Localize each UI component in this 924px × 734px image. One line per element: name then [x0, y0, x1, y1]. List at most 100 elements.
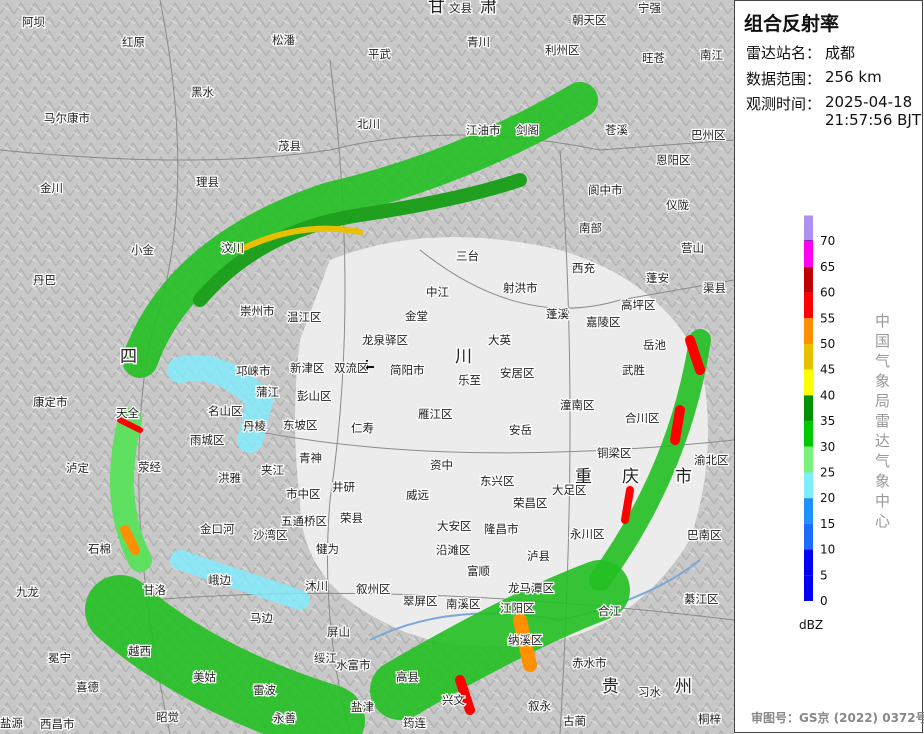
field: 数据范围： 256 km: [746, 68, 882, 89]
place-label: 旺苍: [642, 51, 665, 65]
place-label: 丹棱: [243, 419, 266, 433]
place-label: 水富市: [336, 658, 371, 672]
legend-swatch: [804, 241, 813, 267]
place-label: 兴文: [442, 693, 465, 707]
place-label: 简阳市: [390, 363, 425, 377]
place-label: 桐梓: [698, 712, 721, 726]
place-label: 永川区: [570, 527, 605, 541]
region-label: 甘: [428, 0, 445, 17]
legend-swatch: [804, 240, 813, 242]
legend-swatch: [804, 549, 813, 576]
place-label: 沙湾区: [253, 528, 288, 542]
place-label: 新津区: [290, 361, 325, 375]
place-label: 汶川: [221, 241, 244, 255]
field-value-box: 成都: [825, 42, 855, 63]
place-label: 南溪区: [446, 597, 481, 611]
place-label: 古蔺: [563, 714, 586, 728]
place-label: 邛崃市: [236, 364, 271, 378]
place-label: 峨边: [208, 573, 231, 587]
place-label: 富顺: [467, 564, 490, 578]
place-label: 纳溪区: [508, 633, 543, 647]
place-label: 翠屏区: [403, 594, 438, 608]
legend-label: 30: [820, 440, 835, 454]
place-label: 资中: [430, 458, 453, 472]
place-label: 宁强: [638, 1, 661, 15]
place-label: 剑阁: [516, 123, 539, 137]
place-label: 金川: [40, 181, 63, 195]
place-label: 乐至: [458, 373, 481, 387]
info-panel: 组合反射率 雷达站名： 成都 数据范围： 256 km 观测时间： 2025-04-18 2…: [734, 0, 924, 733]
place-label: 冕宁: [48, 651, 71, 665]
place-label: 西昌市: [40, 717, 75, 731]
place-label: 苍溪: [605, 123, 628, 137]
place-label: 石棉: [88, 542, 111, 556]
place-label: 天全: [116, 406, 139, 420]
region-label: 川: [455, 347, 472, 367]
place-label: 彭山区: [297, 389, 332, 403]
place-label: 射洪市: [503, 281, 538, 295]
place-label: 犍为: [316, 542, 339, 556]
region-label: 重: [575, 467, 592, 487]
place-label: 龙马潭区: [508, 581, 554, 595]
legend-label: 20: [820, 491, 835, 505]
legend-swatch: [804, 215, 813, 242]
legend-swatch: [804, 446, 813, 473]
place-label: 喜德: [76, 680, 99, 694]
legend-label: 15: [820, 517, 835, 531]
field-value: 成都: [825, 44, 856, 62]
place-label: 南江: [700, 48, 723, 62]
legend-swatch: [804, 523, 813, 550]
place-label: 龙泉驿区: [362, 333, 408, 347]
place-label: 越西: [128, 644, 151, 658]
place-label: 隆昌市: [484, 522, 519, 536]
place-label: 金口河: [200, 522, 235, 536]
place-label: 中江: [426, 285, 449, 299]
place-label: 马尔康市: [44, 111, 90, 125]
place-label: 沿滩区: [436, 543, 471, 557]
field-value-box: 2025-04-18 21:57:56 BJT: [825, 93, 921, 129]
field-value: 256 km: [825, 68, 882, 86]
legend-swatch: [804, 266, 813, 293]
legend-label: 40: [820, 388, 835, 402]
place-label: 蒲江: [256, 385, 279, 399]
place-label: 文县: [449, 1, 472, 15]
field-label: 雷达站名：: [746, 44, 822, 62]
legend-label: 50: [820, 337, 835, 351]
place-label: 渝北区: [694, 453, 729, 467]
legend-swatch: [804, 344, 813, 370]
place-label: 阿坝: [22, 15, 45, 29]
legend-label: 70: [820, 234, 835, 248]
place-label: 井研: [332, 480, 355, 494]
place-label: 温江区: [287, 310, 322, 324]
region-label: 贵: [602, 677, 619, 697]
place-label: 红原: [122, 35, 145, 49]
field: 雷达站名： 成都: [746, 42, 855, 63]
place-label: 渠县: [703, 281, 726, 295]
place-label: 盐津: [351, 700, 374, 714]
legend-label: 65: [820, 260, 835, 274]
legend-swatch: [804, 472, 813, 499]
legend-swatch: [804, 421, 813, 447]
place-label: 蓬溪: [546, 307, 569, 321]
legend-swatch: [804, 318, 813, 344]
place-label: 绥江: [314, 651, 337, 665]
place-label: 利州区: [545, 43, 580, 57]
place-label: 金堂: [405, 309, 428, 323]
legend-label: 0: [820, 594, 828, 608]
place-label: 武胜: [622, 363, 645, 377]
place-label: 荣昌区: [513, 496, 548, 510]
radar-site: [360, 360, 374, 374]
echoes: [85, 82, 711, 734]
place-label: 西充: [572, 261, 595, 275]
place-label: 平武: [368, 47, 391, 61]
place-label: 嘉陵区: [586, 315, 621, 329]
place-label: 夹江: [261, 463, 284, 477]
place-label: 甘洛: [143, 583, 166, 597]
legend-swatch: [804, 575, 813, 601]
legend-label: 45: [820, 363, 835, 377]
field-value: 2025-04-18: [825, 93, 913, 111]
place-label: 仪陇: [666, 198, 689, 212]
place-label: 青川: [467, 35, 490, 49]
